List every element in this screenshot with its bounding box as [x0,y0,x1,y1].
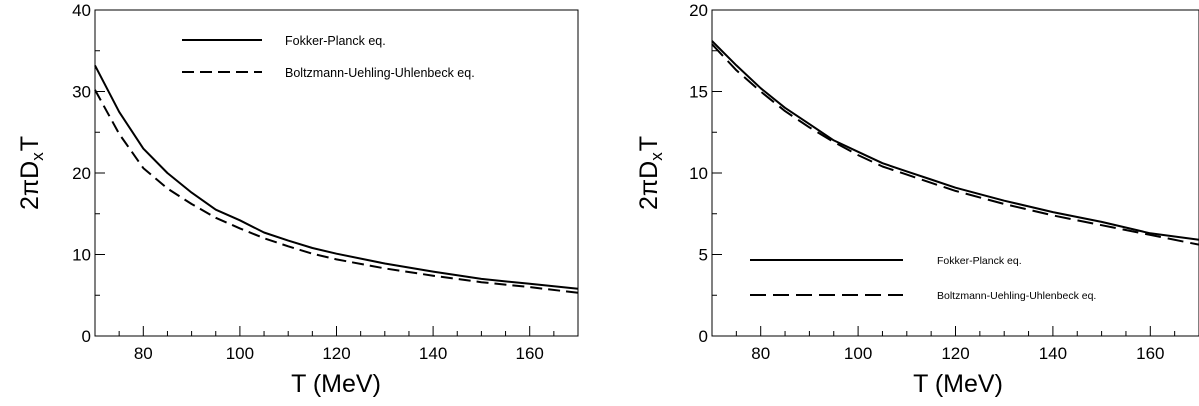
x-tick-label: 120 [941,344,969,363]
series-left [94,64,579,294]
y-axis-label-right: 2πDxT [635,136,666,210]
series-line-buu [711,43,1199,246]
tick-marks-right [711,9,1199,337]
y-label-part-2: 2 [635,196,663,210]
y-tick-label: 0 [82,327,91,346]
x-tick-label: 120 [322,344,350,363]
x-tick-label: 160 [1136,344,1164,363]
y-tick-label: 15 [689,83,708,102]
series-line-buu [94,89,579,294]
chart-left: 80 100 120 140 160 0 10 20 30 40 T (MeV) 2πDxT Fo… [16,1,579,398]
series-line-fokker-planck [94,64,579,290]
x-axis-label-right: T (MeV) [913,370,1003,398]
y-label-part-pi: π [635,179,663,196]
x-tick-label: 80 [134,344,153,363]
y-label-part-pi: π [16,179,44,196]
series-right [711,40,1199,246]
x-tick-label: 80 [751,344,770,363]
plot-frame-right [711,9,1199,337]
legend-label-buu-right: Boltzmann-Uehling-Uhlenbeck eq. [937,290,1096,302]
y-label-part-t: T [635,136,663,151]
y-tick-label: 5 [699,246,708,265]
y-tick-label: 20 [689,1,708,20]
x-tick-label: 100 [844,344,872,363]
y-axis-label-left: 2πDxT [16,136,47,210]
legend-label-fokker-planck-left: Fokker-Planck eq. [285,34,386,48]
tick-marks-left [94,9,579,337]
y-tick-label: 20 [72,164,91,183]
y-label-part-d: D [16,161,44,179]
tick-labels-left: 80 100 120 140 160 0 10 20 30 40 [72,1,544,363]
y-label-part-t: T [16,136,44,151]
series-line-fokker-planck [711,40,1199,241]
legend-right: Fokker-Planck eq. Boltzmann-Uehling-Uhle… [750,255,1096,302]
x-tick-label: 140 [1039,344,1067,363]
y-tick-label: 30 [72,83,91,102]
chart-right: 80 100 120 140 160 0 5 10 15 20 T (MeV) 2πDxT Fok… [635,1,1199,398]
x-tick-label: 100 [226,344,254,363]
y-tick-label: 0 [699,327,708,346]
y-label-part-subscript-x: x [647,152,666,161]
y-label-part-subscript-x: x [28,152,47,161]
x-tick-label: 140 [419,344,447,363]
x-tick-label: 160 [516,344,544,363]
legend-label-buu-left: Boltzmann-Uehling-Uhlenbeck eq. [285,66,475,80]
y-tick-label: 40 [72,1,91,20]
y-tick-label: 10 [72,246,91,265]
legend-left: Fokker-Planck eq. Boltzmann-Uehling-Uhle… [182,34,475,80]
y-tick-label: 10 [689,164,708,183]
y-label-part-d: D [635,161,663,179]
legend-label-fokker-planck-right: Fokker-Planck eq. [937,255,1022,267]
tick-labels-right: 80 100 120 140 160 0 5 10 15 20 [689,1,1164,363]
y-label-part-2: 2 [16,196,44,210]
x-axis-label-left: T (MeV) [291,370,381,398]
